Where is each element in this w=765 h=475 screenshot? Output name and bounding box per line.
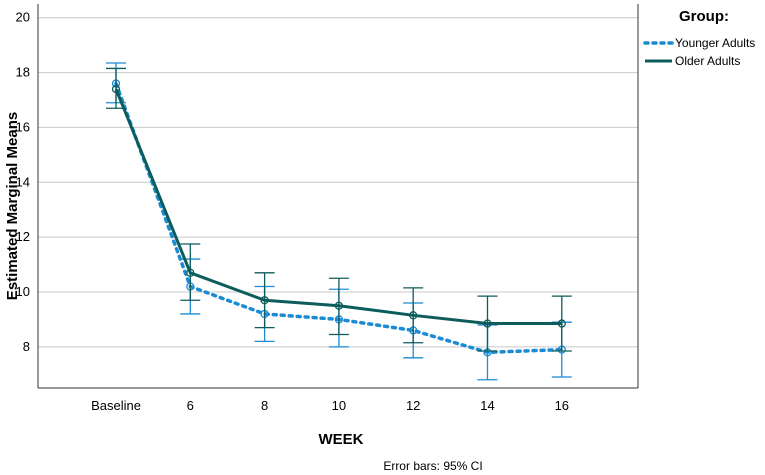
data-point-older-adults-14 [483,319,492,328]
data-point-older-adults-8 [260,296,269,305]
x-axis-title: WEEK [319,431,364,448]
x-tick-label-baseline: Baseline [91,398,141,413]
y-tick-label-14: 14 [16,174,30,189]
y-tick-label-10: 10 [16,284,30,299]
series-older-adults [106,67,572,352]
y-tick-label-16: 16 [16,119,30,134]
y-tick-label-18: 18 [16,65,30,80]
grid-lines [38,17,638,348]
data-point-older-adults-12 [409,311,418,320]
data-point-older-adults-16 [557,319,566,328]
data-point-older-adults-baseline [111,84,121,94]
y-tick-label-20: 20 [16,10,30,25]
x-tick-labels: Baseline 6 8 10 12 14 16 [91,398,569,413]
series-line-older-adults [114,88,562,326]
x-tick-label-8: 8 [261,398,268,413]
x-tick-label-14: 14 [480,398,494,413]
legend-label-younger-adults: Younger Adults [675,36,755,50]
axes [37,4,639,389]
legend: Group: Younger Adults Older Adults [643,8,755,68]
error-bars-note: Error bars: 95% CI [383,459,482,473]
y-tick-label-8: 8 [23,339,30,354]
x-tick-label-6: 6 [187,398,194,413]
x-tick-label-10: 10 [332,398,346,413]
x-tick-label-16: 16 [555,398,569,413]
data-point-older-adults-10 [334,301,344,310]
legend-label-older-adults: Older Adults [675,54,740,68]
data-point-older-adults-6 [186,268,195,277]
legend-title: Group: [679,8,729,25]
y-tick-label-12: 12 [16,229,30,244]
series [106,62,572,381]
y-tick-labels: 8 10 12 14 16 18 20 [16,10,30,354]
x-tick-label-12: 12 [406,398,420,413]
y-axis-title: Estimated Marginal Means [4,112,21,300]
